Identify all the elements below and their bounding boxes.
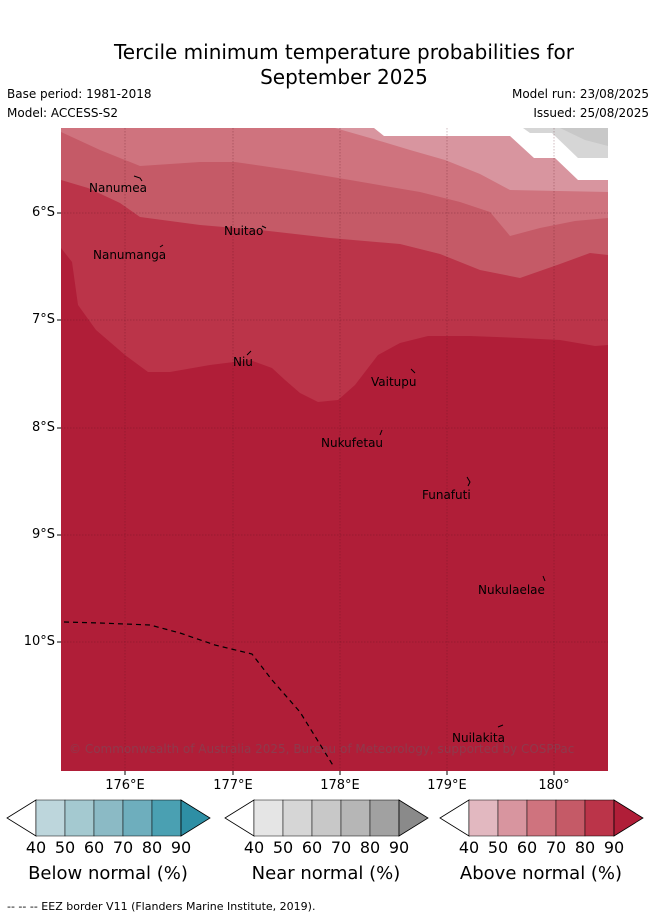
- colorbar-above-tick-label: 80: [574, 838, 596, 857]
- colorbar-near-tick-label: 90: [388, 838, 410, 857]
- colorbar-above-tick-label: 50: [487, 838, 509, 857]
- colorbar-below-segment: [151, 799, 182, 837]
- zone-near-60: [560, 128, 608, 146]
- label-nukulaelae: Nukulaelae: [478, 583, 545, 597]
- colorbar-near-normal: [224, 799, 429, 837]
- colorbar-near-segment: [311, 799, 342, 837]
- colorbar-near-tick-label: 60: [301, 838, 323, 857]
- colorbar-below-normal: [6, 799, 211, 837]
- colorbar-below-tick-label: 50: [54, 838, 76, 857]
- lon-label-180: 180°: [538, 778, 570, 793]
- lon-label-178e: 178°E: [320, 778, 360, 793]
- nukufetau-marker: [379, 429, 383, 436]
- niu-marker: [246, 350, 252, 356]
- lat-label-7s: 7°S: [31, 312, 55, 327]
- nanumea-marker: [133, 175, 143, 182]
- lat-label-8s: 8°S: [31, 420, 55, 435]
- label-nanumanga: Nanumanga: [93, 248, 167, 262]
- graticule: [61, 128, 608, 771]
- lon-label-179e: 179°E: [427, 778, 467, 793]
- colorbar-above-tick-label: 90: [603, 838, 625, 857]
- nukulaelae-marker: [542, 575, 546, 582]
- colorbar-above-segment: [555, 799, 586, 837]
- copyright-notice: © Commonwealth of Australia 2025, Bureau…: [69, 742, 575, 756]
- colorbar-below-tick-label: 60: [83, 838, 105, 857]
- colorbar-above-normal: [439, 799, 644, 837]
- funafuti-marker: [466, 476, 471, 487]
- label-vaitupu: Vaitupu: [371, 375, 417, 389]
- lon-label-177e: 177°E: [213, 778, 253, 793]
- base-period: Base period: 1981-2018: [7, 87, 152, 101]
- vaitupu-marker: [410, 368, 416, 374]
- eez-border: [63, 621, 335, 768]
- colorbar-below-segment: [35, 799, 66, 837]
- map-title: Tercile minimum temperature probabilitie…: [0, 40, 655, 90]
- colorbar-below-segment: [93, 799, 124, 837]
- colorbar-near-tick-label: 70: [330, 838, 352, 857]
- zone-no-signal: [374, 128, 608, 180]
- colorbar-below-min-extend: [6, 799, 37, 837]
- label-niu: Niu: [233, 355, 253, 369]
- title-line-1: Tercile minimum temperature probabilitie…: [113, 40, 575, 64]
- colorbar-below-segment: [122, 799, 153, 837]
- colorbar-near-segment: [253, 799, 284, 837]
- colorbar-below-tick-label: 90: [170, 838, 192, 857]
- colorbar-above-min-extend: [439, 799, 470, 837]
- colorbar-below-segment: [64, 799, 95, 837]
- label-nuilakita: Nuilakita: [452, 731, 505, 745]
- colorbar-below-tick-label: 70: [112, 838, 134, 857]
- colorbar-near-tick-label: 80: [359, 838, 381, 857]
- label-nanumea: Nanumea: [89, 181, 147, 195]
- label-nukufetau: Nukufetau: [321, 436, 384, 450]
- colorbar-above-segment: [497, 799, 528, 837]
- nanumanga-marker: [159, 244, 164, 248]
- nuilakita-marker: [497, 724, 504, 728]
- colorbar-near-max-extend: [398, 799, 429, 837]
- colorbar-near-segment: [369, 799, 400, 837]
- colorbar-above-segment: [468, 799, 499, 837]
- lat-label-9s: 9°S: [31, 527, 55, 542]
- colorbar-above-tick-label: 70: [545, 838, 567, 857]
- colorbar-above-tick-label: 60: [516, 838, 538, 857]
- island-markers: [133, 175, 546, 728]
- nuitao-marker: [261, 225, 267, 229]
- lon-label-176e: 176°E: [105, 778, 145, 793]
- colorbar-near-min-extend: [224, 799, 255, 837]
- lat-label-10s: 10°S: [23, 634, 55, 649]
- colorbar-above-max-extend: [613, 799, 644, 837]
- colorbar-above-segment: [526, 799, 557, 837]
- model-run: Model run: 23/08/2025: [511, 87, 649, 101]
- colorbar-below-max-extend: [180, 799, 211, 837]
- below-normal-title: Below normal (%): [28, 863, 188, 884]
- label-nuitao: Nuitao: [224, 224, 264, 238]
- above-normal-title: Above normal (%): [459, 863, 623, 884]
- eez-footnote: -- -- -- EEZ border V11 (Flanders Marine…: [7, 900, 316, 913]
- model-name: Model: ACCESS-S2: [7, 106, 119, 120]
- colorbar-above-tick-label: 40: [458, 838, 480, 857]
- colorbar-near-tick-label: 50: [272, 838, 294, 857]
- colorbar-near-segment: [340, 799, 371, 837]
- colorbar-near-tick-label: 40: [243, 838, 265, 857]
- colorbar-near-segment: [282, 799, 313, 837]
- label-funafuti: Funafuti: [422, 488, 471, 502]
- issued-date: Issued: 25/08/2025: [533, 106, 649, 120]
- title-line-2: September 2025: [260, 65, 428, 89]
- near-normal-title: Near normal (%): [251, 863, 401, 884]
- colorbar-above-segment: [584, 799, 615, 837]
- axis-ticks: [57, 212, 555, 775]
- colorbar-below-tick-label: 40: [25, 838, 47, 857]
- lat-label-6s: 6°S: [31, 205, 55, 220]
- colorbar-below-tick-label: 80: [141, 838, 163, 857]
